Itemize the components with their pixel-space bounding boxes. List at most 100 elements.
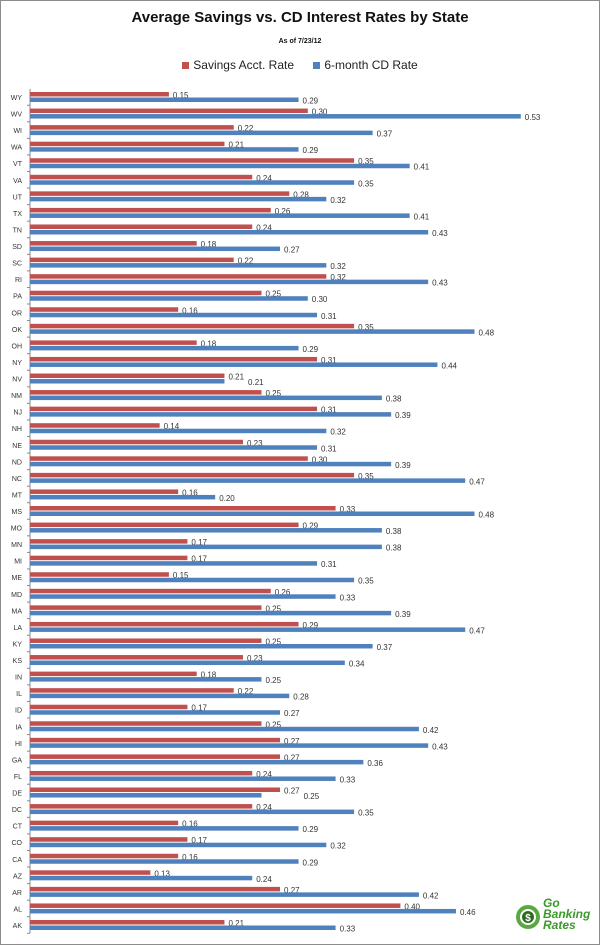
cd-data-label: 0.30 (312, 295, 328, 304)
y-tick-label: MS (12, 509, 23, 516)
savings-data-label: 0.31 (321, 406, 337, 415)
savings-data-label: 0.18 (201, 671, 217, 680)
y-tick-label: NY (12, 360, 22, 367)
savings-data-label: 0.16 (182, 820, 198, 829)
savings-bar (30, 787, 281, 793)
savings-data-label: 0.21 (228, 141, 244, 150)
cd-data-label: 0.27 (284, 246, 300, 255)
savings-bar (30, 290, 262, 296)
cd-data-label: 0.32 (330, 196, 346, 205)
cd-data-label: 0.35 (358, 809, 374, 818)
cd-bar (30, 643, 373, 649)
chart-subtitle: As of 7/23/12 (278, 38, 322, 45)
y-tick-label: DC (12, 807, 22, 814)
y-tick-label: KY (13, 641, 23, 648)
cd-data-label: 0.42 (423, 891, 439, 900)
cd-bar (30, 809, 355, 815)
y-tick-label: RI (15, 277, 22, 284)
savings-bar (30, 588, 271, 594)
cd-bar (30, 180, 355, 185)
cd-data-label: 0.29 (303, 146, 319, 155)
y-tick-label: WI (13, 128, 22, 135)
savings-data-label: 0.29 (303, 522, 319, 531)
savings-data-label: 0.29 (303, 621, 319, 630)
cd-data-label: 0.37 (377, 643, 393, 652)
savings-data-label: 0.21 (228, 919, 244, 928)
svg-text:$: $ (525, 913, 531, 924)
savings-bar (30, 241, 197, 246)
cd-data-label: 0.39 (395, 610, 411, 619)
savings-data-label: 0.31 (321, 356, 337, 365)
y-tick-label: VA (13, 178, 22, 185)
savings-bar (30, 688, 234, 693)
savings-bar (30, 820, 179, 826)
cd-data-label: 0.43 (432, 279, 448, 288)
savings-bar (30, 837, 188, 842)
y-tick-label: OH (12, 343, 23, 350)
cd-bar (30, 279, 429, 285)
cd-bar (30, 528, 382, 533)
cd-data-label: 0.31 (321, 560, 337, 569)
savings-bar (30, 920, 225, 925)
legend-label-cd: 6-month CD Rate (324, 58, 418, 72)
savings-data-label: 0.23 (247, 654, 263, 663)
cd-bar (30, 263, 327, 268)
y-tick-label: TX (13, 211, 22, 218)
y-tick-label: AK (13, 923, 23, 930)
y-tick-label: CA (12, 857, 22, 864)
cd-data-label: 0.43 (432, 742, 448, 751)
cd-data-label: 0.24 (256, 875, 272, 884)
savings-data-label: 0.24 (256, 770, 272, 779)
savings-bar (30, 770, 253, 776)
savings-bar (30, 472, 355, 478)
cd-data-label: 0.41 (414, 163, 430, 172)
cd-bar (30, 561, 318, 566)
savings-bar (30, 671, 197, 677)
cd-bar (30, 693, 290, 699)
savings-bar (30, 572, 169, 577)
cd-data-label: 0.46 (460, 908, 476, 917)
chart-title: Average Savings vs. CD Interest Rates by… (131, 9, 469, 26)
savings-data-label: 0.17 (191, 836, 207, 845)
cd-bar (30, 296, 308, 301)
y-tick-label: NH (12, 426, 22, 433)
cd-bar (30, 362, 438, 367)
cd-data-label: 0.29 (303, 97, 319, 106)
savings-data-label: 0.33 (340, 505, 356, 514)
y-tick-label: KS (13, 658, 23, 665)
savings-bar (30, 373, 225, 379)
cd-bar (30, 610, 392, 616)
y-tick-label: CT (13, 824, 23, 831)
savings-bar (30, 605, 262, 610)
y-tick-label: ID (15, 708, 22, 715)
cd-bar (30, 710, 281, 715)
cd-bar (30, 875, 253, 881)
cd-data-label: 0.31 (321, 444, 337, 453)
savings-data-label: 0.35 (358, 472, 374, 481)
y-tick-label: PA (13, 294, 22, 301)
y-tick-label: SC (12, 261, 22, 268)
savings-bar (30, 224, 253, 229)
cd-data-label: 0.41 (414, 212, 430, 221)
y-tick-label: ME (12, 575, 23, 582)
savings-data-label: 0.26 (275, 207, 291, 216)
y-tick-label: WV (11, 112, 23, 119)
savings-data-label: 0.14 (164, 422, 180, 431)
savings-bar (30, 439, 243, 445)
savings-bar (30, 737, 281, 743)
savings-data-label: 0.27 (284, 787, 300, 796)
savings-bar (30, 423, 160, 428)
y-tick-label: UT (13, 194, 23, 201)
cd-data-label: 0.47 (469, 477, 485, 486)
savings-bar (30, 390, 262, 395)
cd-bar (30, 97, 299, 102)
savings-bar (30, 108, 308, 114)
savings-data-label: 0.25 (266, 604, 282, 613)
savings-data-label: 0.27 (284, 753, 300, 762)
savings-bar (30, 158, 355, 163)
cd-data-label: 0.33 (340, 593, 356, 602)
cd-data-label: 0.44 (441, 361, 457, 370)
cd-data-label: 0.47 (469, 626, 485, 635)
cd-bar (30, 196, 327, 202)
